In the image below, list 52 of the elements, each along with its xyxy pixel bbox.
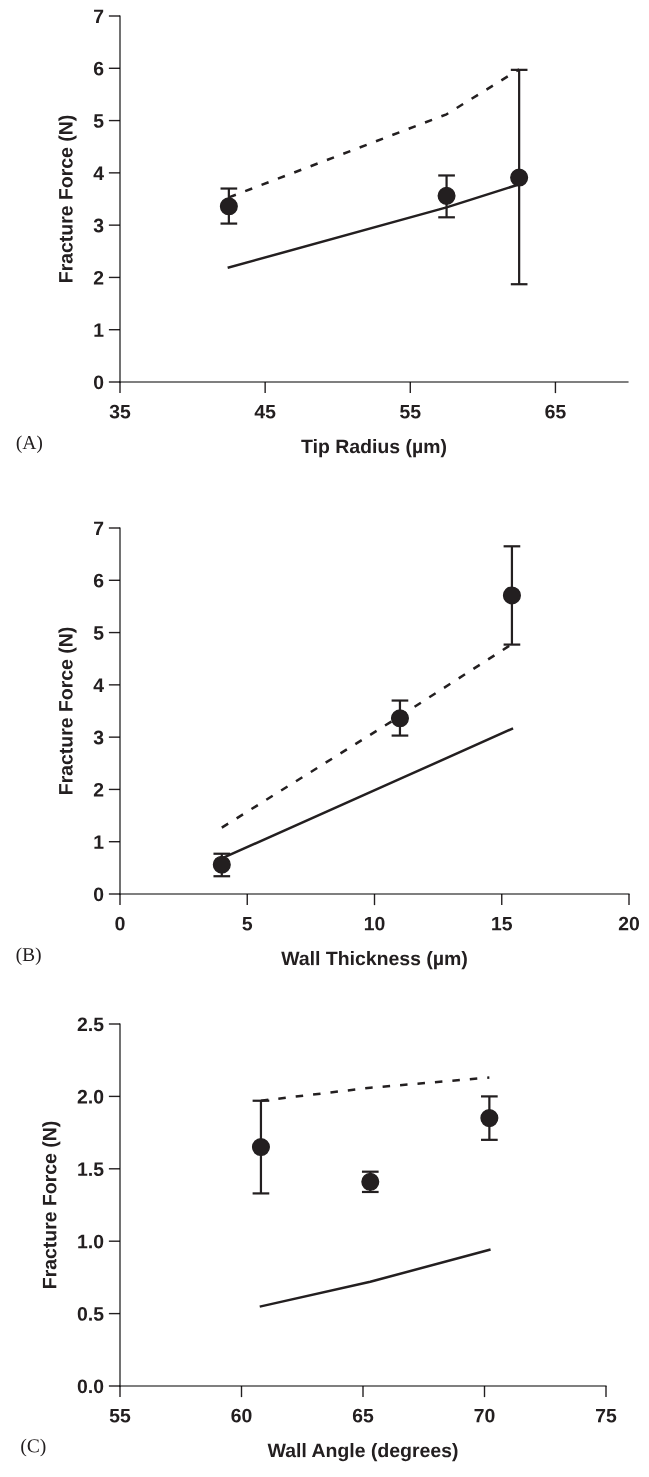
point [219, 197, 238, 216]
y-tick-label: 5 [93, 114, 104, 128]
y-tick-label: 4 [93, 166, 104, 180]
point [437, 186, 456, 205]
y-tick-label: 1 [94, 835, 104, 849]
x-tick-label: 55 [109, 1408, 131, 1423]
y-tick-label: 2.5 [77, 1017, 104, 1032]
y-tick-label: 7 [94, 521, 104, 536]
y-tick-label: 0.5 [77, 1307, 104, 1321]
y-tick-label: 0 [93, 375, 104, 390]
y-axis-title: Fracture Force (N) [42, 1121, 61, 1288]
x-tick-label: 65 [545, 404, 566, 419]
point [480, 1109, 499, 1128]
x-tick-label: 35 [109, 404, 131, 419]
y-tick-label: 4 [93, 678, 104, 692]
x-tick-label: 10 [364, 916, 385, 931]
y-tick-label: 0 [93, 887, 104, 902]
x-tick-label: 15 [492, 916, 513, 931]
y-tick-label: 1.0 [78, 1234, 104, 1249]
x-tick-label: 0 [115, 916, 125, 931]
y-axis-title: Fracture Force (N) [58, 627, 77, 794]
y-tick-label: 7 [94, 9, 104, 24]
y-tick-label: 2.0 [77, 1089, 104, 1104]
y-tick-label: 3 [93, 730, 104, 745]
x-axis-title: Wall Angle (degrees) [267, 1443, 458, 1462]
text: (C) [21, 1438, 46, 1457]
x-axis-title: Tip Radius (µm) [301, 439, 446, 458]
point [502, 586, 521, 605]
y-tick-label: 6 [93, 61, 104, 76]
y-tick-label: 1.5 [78, 1162, 104, 1177]
point [510, 168, 529, 187]
x-tick-label: 45 [254, 404, 276, 419]
point [390, 709, 409, 728]
x-tick-label: 75 [596, 1408, 617, 1423]
y-tick-label: 1 [94, 323, 104, 337]
y-tick-label: 2 [93, 270, 104, 285]
text: (B) [16, 947, 41, 966]
y-tick-label: 3 [93, 218, 104, 233]
y-tick-label: 5 [93, 626, 104, 640]
text: (A) [16, 435, 42, 454]
x-tick-label: 65 [352, 1408, 374, 1423]
x-tick-label: 5 [242, 916, 253, 931]
x-tick-label: 55 [400, 404, 421, 419]
y-axis-title: Fracture Force (N) [58, 115, 77, 282]
x-axis-title: Wall Thickness (µm) [281, 951, 467, 970]
y-tick-label: 0.0 [77, 1379, 104, 1394]
x-tick-label: 60 [231, 1408, 252, 1423]
x-tick-label: 20 [618, 916, 640, 931]
x-tick-label: 70 [474, 1408, 495, 1423]
y-tick-label: 2 [93, 782, 104, 797]
point [251, 1138, 270, 1157]
y-tick-label: 6 [93, 573, 104, 588]
